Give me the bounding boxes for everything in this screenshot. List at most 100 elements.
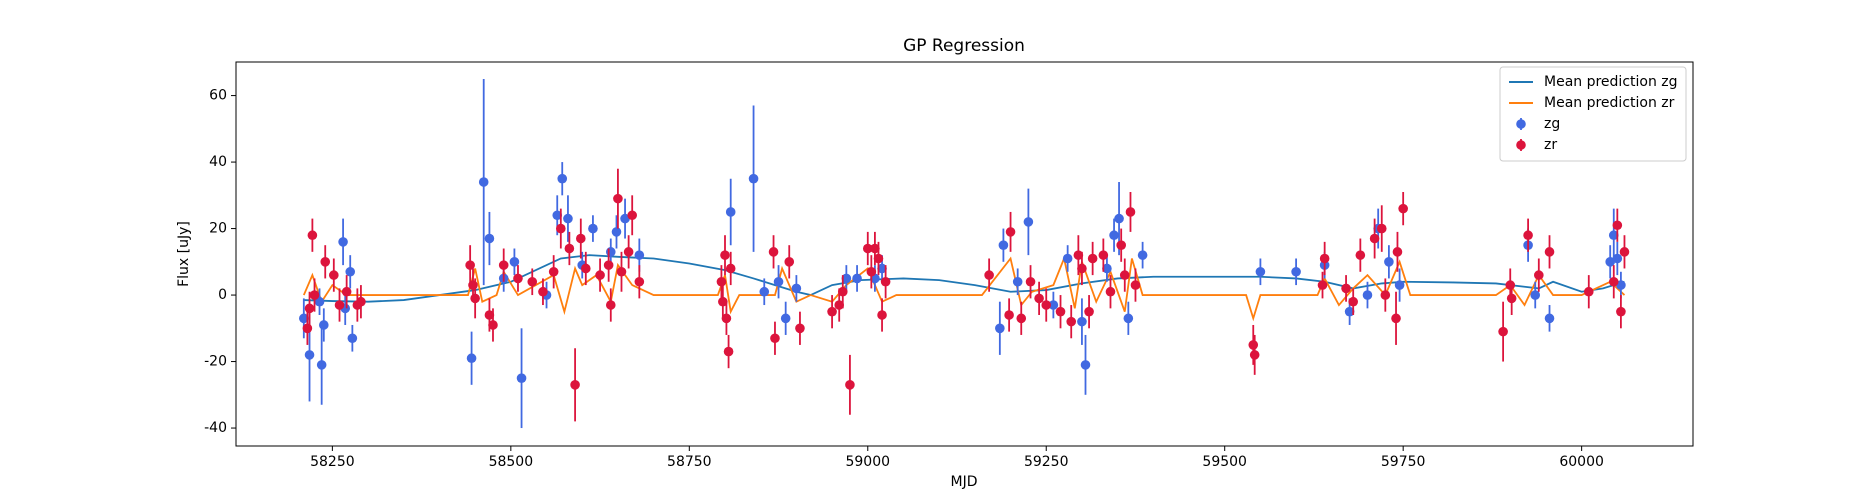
data-point — [341, 286, 352, 297]
data-point — [304, 303, 315, 314]
data-point — [1248, 340, 1259, 350]
data-point — [845, 380, 855, 390]
data-point — [345, 266, 356, 277]
data-point — [1080, 360, 1091, 370]
data-point — [556, 223, 566, 234]
x-tick-label: 59000 — [845, 454, 890, 470]
x-tick-label: 58500 — [489, 454, 534, 470]
data-point — [309, 290, 320, 300]
legend-swatch — [1516, 119, 1526, 129]
data-point — [1398, 203, 1408, 214]
y-tick-label: 60 — [209, 88, 227, 104]
legend-box — [1499, 66, 1687, 162]
x-tick-label: 58250 — [310, 454, 355, 470]
data-point — [347, 333, 358, 344]
data-point — [316, 360, 327, 370]
data-point — [548, 266, 559, 277]
data-point — [1109, 230, 1119, 241]
data-point — [1291, 266, 1301, 277]
data-point — [580, 263, 591, 274]
data-point — [516, 373, 527, 383]
data-point — [319, 320, 329, 330]
data-point — [873, 253, 884, 264]
data-point — [1608, 230, 1619, 241]
data-point — [527, 276, 538, 287]
data-point — [478, 177, 489, 187]
data-point — [552, 210, 563, 221]
data-point — [304, 350, 315, 360]
y-tick-label: -40 — [204, 420, 227, 436]
data-point — [1004, 310, 1014, 320]
data-point — [1073, 250, 1084, 260]
data-point — [1369, 233, 1380, 244]
data-point — [1506, 293, 1517, 304]
data-point — [1355, 250, 1366, 260]
data-point — [328, 270, 339, 280]
data-point — [623, 247, 634, 257]
data-point — [870, 243, 880, 254]
data-point — [570, 380, 580, 390]
x-tick-label: 60000 — [1559, 454, 1604, 470]
data-point — [302, 323, 313, 334]
data-point — [563, 213, 573, 224]
data-point — [1341, 283, 1351, 294]
data-point — [720, 250, 730, 260]
y-axis-label: Flux [uJy] — [176, 221, 192, 287]
data-point — [1116, 240, 1126, 250]
data-point — [1317, 280, 1328, 290]
x-tick-label: 59500 — [1202, 454, 1247, 470]
data-point — [721, 313, 732, 324]
data-point — [791, 283, 802, 294]
data-point — [1084, 306, 1094, 317]
y-tick-label: 20 — [209, 221, 227, 237]
data-point — [320, 257, 331, 267]
data-point — [880, 276, 891, 287]
data-point — [470, 293, 480, 304]
data-point — [1119, 270, 1130, 280]
data-point — [1362, 290, 1373, 300]
data-point — [725, 207, 736, 217]
data-point — [1077, 316, 1087, 327]
x-tick-label: 59750 — [1381, 454, 1426, 470]
data-point — [827, 306, 837, 317]
data-point — [1098, 250, 1109, 260]
x-axis-label: MJD — [951, 474, 978, 490]
data-point — [877, 263, 887, 274]
y-tick-label: 0 — [218, 287, 227, 303]
data-point — [780, 313, 791, 324]
data-point — [1077, 263, 1087, 274]
legend-label: zg — [1544, 116, 1560, 132]
chart-title: GP Regression — [903, 36, 1025, 56]
data-point — [1087, 253, 1098, 264]
legend-label: zr — [1544, 137, 1557, 153]
data-point — [759, 286, 770, 297]
data-point — [1012, 276, 1023, 287]
data-point — [716, 276, 727, 287]
data-point — [1544, 247, 1555, 257]
legend-swatch — [1516, 140, 1526, 150]
x-tick-label: 58750 — [667, 454, 712, 470]
data-point — [334, 300, 345, 310]
data-point — [466, 353, 477, 364]
data-point — [718, 296, 728, 307]
data-point — [1505, 280, 1516, 290]
data-point — [307, 230, 318, 241]
data-point — [1605, 257, 1615, 267]
data-point — [1348, 296, 1358, 307]
data-point — [725, 263, 736, 274]
data-point — [620, 213, 630, 224]
data-point — [1319, 253, 1330, 264]
data-point — [1394, 280, 1405, 290]
data-point — [1392, 247, 1403, 257]
data-point — [1530, 290, 1541, 300]
mean-line — [303, 254, 1625, 303]
data-point — [605, 300, 616, 310]
data-point — [1123, 313, 1134, 324]
data-point — [575, 233, 586, 244]
data-point — [314, 296, 325, 307]
data-point — [784, 257, 795, 267]
data-point — [1130, 280, 1141, 290]
y-tick-label: 40 — [209, 154, 227, 170]
data-point — [852, 273, 862, 284]
data-point — [837, 286, 848, 297]
